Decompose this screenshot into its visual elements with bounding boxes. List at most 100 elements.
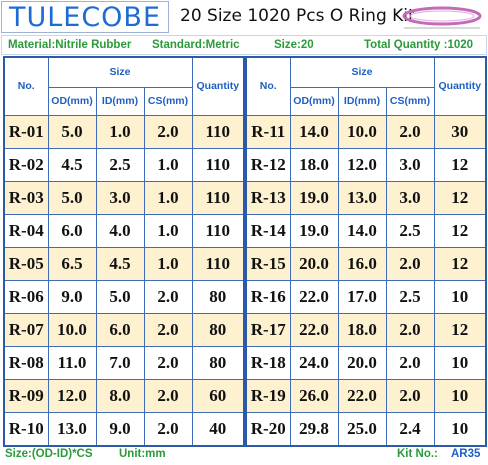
data-row: R-17 22.0 18.0 2.0 12: [245, 312, 487, 347]
cell: R-19: [245, 378, 291, 413]
cell: 1.0: [143, 147, 193, 182]
cell: R-13: [245, 180, 291, 215]
total-quantity: Total Quantity :1020: [364, 39, 474, 51]
cell: 22.0: [289, 312, 339, 347]
header-quantity: Quantity: [191, 56, 245, 116]
data-row: R-20 29.8 25.0 2.4 10: [245, 411, 487, 446]
cell: 10: [433, 411, 487, 446]
data-row: R-18 24.0 20.0 2.0 10: [245, 345, 487, 380]
cell: 2.0: [385, 345, 435, 380]
cell: R-05: [3, 246, 49, 281]
data-row: R-03 5.0 3.0 1.0 110: [3, 180, 245, 215]
size-count: Size:20: [274, 39, 314, 51]
cell: 10.0: [47, 312, 97, 347]
header-cs: CS(mm): [385, 86, 435, 116]
cell: 19.0: [289, 180, 339, 215]
header-size: Size: [47, 56, 193, 88]
cell: 17.0: [337, 279, 387, 314]
header-no: No.: [245, 56, 291, 116]
data-row: R-01 5.0 1.0 2.0 110: [3, 114, 245, 149]
info-bar: Material:Nitrile Rubber Standard:Metric …: [1, 35, 487, 55]
cell: R-18: [245, 345, 291, 380]
cell: 110: [191, 246, 245, 281]
cell: 110: [191, 147, 245, 182]
cell: R-03: [3, 180, 49, 215]
cell: 2.0: [143, 279, 193, 314]
cell: 20.0: [337, 345, 387, 380]
cell: 30: [433, 114, 487, 149]
size-formula: Size:(OD-ID)*CS: [5, 448, 93, 460]
cell: 2.0: [143, 411, 193, 446]
header-size: Size: [289, 56, 435, 88]
cell: 12: [433, 246, 487, 281]
cell: 110: [191, 180, 245, 215]
footer: Size:(OD-ID)*CS Unit:mm Kit No.: AR35: [1, 446, 487, 464]
data-row: R-14 19.0 14.0 2.5 12: [245, 213, 487, 248]
cell: 22.0: [337, 378, 387, 413]
header-id: ID(mm): [95, 86, 145, 116]
cell: 5.0: [95, 279, 145, 314]
cell: R-11: [245, 114, 291, 149]
cell: 3.0: [385, 147, 435, 182]
cell: 110: [191, 213, 245, 248]
kit-number: AR35: [451, 448, 481, 460]
o-ring-icon: [402, 6, 482, 29]
material: Material:Nitrile Rubber: [8, 39, 132, 51]
cell: 2.5: [385, 279, 435, 314]
cell: R-12: [245, 147, 291, 182]
data-row: R-07 10.0 6.0 2.0 80: [3, 312, 245, 347]
cell: R-20: [245, 411, 291, 446]
cell: 18.0: [289, 147, 339, 182]
size-table: No. Size Quantity OD(mm) ID(mm) CS(mm) R-11 14.…: [245, 56, 488, 447]
cell: 2.0: [385, 114, 435, 149]
cell: 2.0: [143, 378, 193, 413]
cell: 20.0: [289, 246, 339, 281]
cell: R-07: [3, 312, 49, 347]
cell: 1.0: [143, 246, 193, 281]
cell: 3.0: [95, 180, 145, 215]
cell: 26.0: [289, 378, 339, 413]
header-no: No.: [3, 56, 49, 116]
cell: R-14: [245, 213, 291, 248]
cell: 110: [191, 114, 245, 149]
cell: 2.0: [143, 345, 193, 380]
data-row: R-08 11.0 7.0 2.0 80: [3, 345, 245, 380]
data-row: R-05 6.5 4.5 1.0 110: [3, 246, 245, 281]
cell: 6.0: [47, 213, 97, 248]
header-quantity: Quantity: [433, 56, 487, 116]
cell: 29.8: [289, 411, 339, 446]
cell: 2.0: [143, 312, 193, 347]
cell: 40: [191, 411, 245, 446]
cell: 1.0: [95, 114, 145, 149]
cell: 60: [191, 378, 245, 413]
cell: R-15: [245, 246, 291, 281]
cell: 1.0: [143, 213, 193, 248]
header-od: OD(mm): [289, 86, 339, 116]
cell: 6.0: [95, 312, 145, 347]
data-row: R-13 19.0 13.0 3.0 12: [245, 180, 487, 215]
data-row: R-19 26.0 22.0 2.0 10: [245, 378, 487, 413]
cell: 13.0: [337, 180, 387, 215]
cell: R-09: [3, 378, 49, 413]
cell: 12: [433, 312, 487, 347]
data-row: R-10 13.0 9.0 2.0 40: [3, 411, 245, 446]
subheader-row: OD(mm) ID(mm) CS(mm): [246, 86, 486, 116]
cell: 9.0: [95, 411, 145, 446]
cell: 4.5: [95, 246, 145, 281]
cell: 8.0: [95, 378, 145, 413]
cell: 14.0: [289, 114, 339, 149]
cell: R-01: [3, 114, 49, 149]
data-row: R-16 22.0 17.0 2.5 10: [245, 279, 487, 314]
cell: 12: [433, 147, 487, 182]
header-row: No. Size Quantity: [3, 56, 245, 116]
data-row: R-11 14.0 10.0 2.0 30: [245, 114, 487, 149]
header-id: ID(mm): [337, 86, 387, 116]
subheader-row: OD(mm) ID(mm) CS(mm): [4, 86, 244, 116]
cell: 24.0: [289, 345, 339, 380]
cell: 16.0: [337, 246, 387, 281]
data-row: R-06 9.0 5.0 2.0 80: [3, 279, 245, 314]
kit-title: 20 Size 1020 Pcs O Ring Kit: [180, 6, 415, 26]
cell: 9.0: [47, 279, 97, 314]
data-row: R-12 18.0 12.0 3.0 12: [245, 147, 487, 182]
